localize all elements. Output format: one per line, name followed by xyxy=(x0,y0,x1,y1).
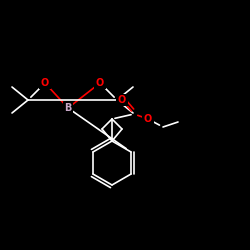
Text: O: O xyxy=(41,78,49,88)
Text: B: B xyxy=(64,103,72,113)
Text: O: O xyxy=(96,78,104,88)
Text: O: O xyxy=(118,95,126,105)
Text: O: O xyxy=(144,114,152,124)
